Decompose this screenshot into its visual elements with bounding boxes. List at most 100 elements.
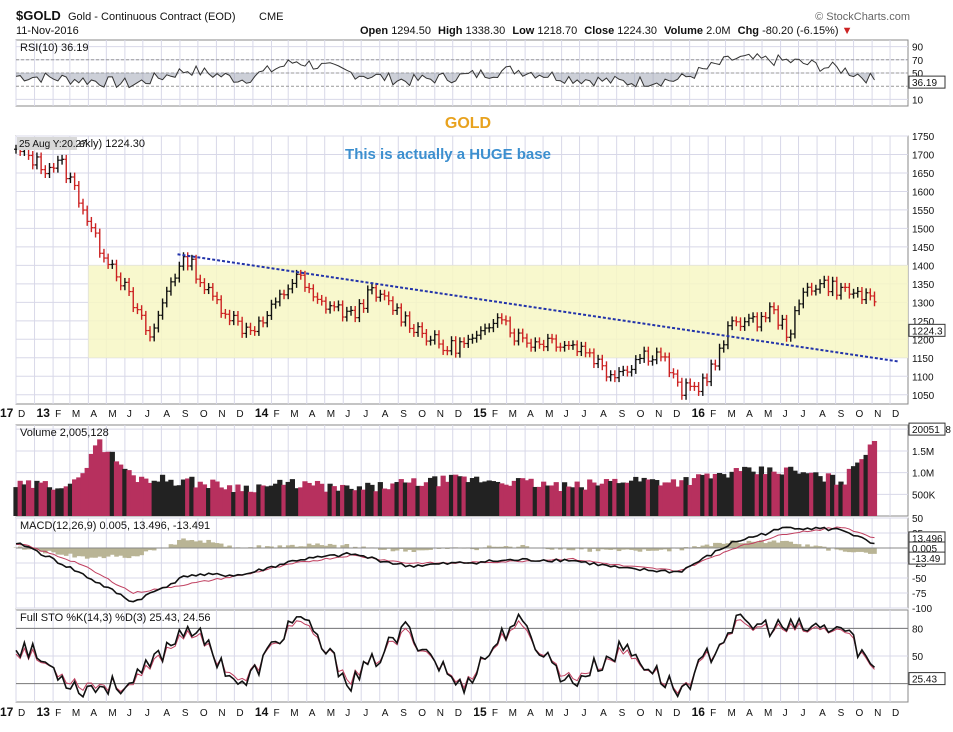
price-bar [365, 285, 370, 313]
macd-histogram-bar [620, 548, 626, 550]
price-bar [830, 276, 835, 297]
volume-bar [30, 487, 36, 516]
macd-histogram-bar [838, 548, 844, 551]
volume-bar [247, 491, 254, 516]
price-bar [122, 277, 127, 291]
volume-bar [641, 477, 647, 516]
price-bar [39, 152, 44, 175]
volume-last-box [908, 422, 946, 436]
price-bar [617, 367, 622, 383]
volume-bar [185, 478, 191, 516]
price-bar [851, 288, 856, 299]
price-tick-label: 1050 [912, 391, 935, 402]
price-bar [872, 291, 877, 307]
x-tick-label: J [582, 708, 587, 719]
volume-bar [285, 481, 291, 516]
price-bar [838, 282, 843, 300]
price-bar [328, 301, 333, 314]
x-tick-label: S [619, 409, 626, 420]
volume-bar [486, 480, 492, 516]
price-bar [436, 330, 441, 349]
volume-bar [767, 467, 773, 516]
price-bar [508, 316, 513, 338]
volume-bar [268, 485, 275, 516]
x-tick-label: J [564, 409, 569, 420]
macd-histogram-bar [17, 546, 23, 548]
macd-histogram-bar [403, 548, 408, 552]
volume-bar [51, 489, 57, 516]
price-bar [340, 300, 345, 322]
x-axis: D 13 F M A M J J A S O N D 14 F M A M J J A S O N D 15 F M A M J J A S O N D… [0, 406, 899, 420]
price-bar [97, 228, 102, 258]
x-tick-label: M [72, 708, 80, 719]
macd-histogram-bar [419, 548, 425, 551]
volume-bar [562, 482, 568, 516]
volume-bar [76, 477, 82, 516]
volume-bar [683, 477, 689, 516]
price-bar [152, 323, 157, 342]
macd-histogram-bar [788, 541, 794, 548]
macd-histogram-bar [407, 548, 412, 551]
macd-histogram-bar [826, 548, 831, 551]
price-legend-date: 25 Aug Y:20.27 [19, 139, 87, 150]
price-bar [336, 300, 341, 312]
volume-bar [340, 484, 346, 516]
macd-histogram-bar [633, 548, 639, 551]
macd-histogram-bar [264, 546, 270, 548]
price-bar [847, 282, 852, 299]
price-bar [248, 322, 253, 335]
price-bar [110, 259, 115, 269]
macd-histogram-bar [315, 543, 320, 548]
macd-histogram-bar [734, 541, 739, 548]
x-tick-label: A [746, 409, 753, 420]
x-tick-label: D [236, 708, 243, 719]
volume-bar [84, 467, 90, 516]
price-bar [679, 377, 684, 400]
x-tick-label: O [418, 409, 426, 420]
volume-bar [846, 468, 852, 516]
volume-bar [733, 468, 739, 516]
x-tick-label: D [455, 409, 462, 420]
x-tick-label: M [764, 409, 772, 420]
macd-histogram-bar [172, 544, 178, 548]
price-bar [637, 354, 642, 364]
macd-histogram-bar [101, 548, 107, 559]
x-tick-label: M [327, 708, 335, 719]
macd-last-value: -13.49 [912, 554, 941, 565]
price-bar [34, 152, 39, 170]
volume-bar [243, 485, 249, 516]
x-tick-label: D [18, 409, 25, 420]
volume-bar [226, 485, 233, 516]
x-tick-label: M [545, 708, 553, 719]
price-bar [420, 322, 425, 338]
volume-bar [440, 475, 446, 516]
macd-histogram-bar [792, 543, 798, 548]
price-bar [646, 346, 651, 366]
volume-bar [721, 474, 727, 516]
volume-bar [155, 481, 161, 516]
price-bar [608, 370, 613, 382]
volume-bar [557, 491, 564, 516]
x-tick-label: A [90, 708, 97, 719]
price-bar [612, 370, 617, 383]
price-bar [730, 316, 735, 331]
chg-value: -80.20 (-6.15%) [762, 25, 838, 37]
macd-histogram-bar [700, 545, 706, 548]
macd-histogram-bar [742, 543, 747, 548]
price-bar [792, 306, 797, 339]
price-bar [441, 339, 446, 355]
x-tick-label: N [655, 708, 662, 719]
volume-bar [105, 451, 111, 516]
macd-histogram-bar [361, 546, 366, 548]
x-tick-label: J [801, 708, 806, 719]
volume-bar [344, 485, 350, 516]
price-bar [759, 312, 764, 332]
price-bar [55, 155, 60, 173]
x-tick-label: N [437, 708, 444, 719]
price-bar [148, 326, 153, 342]
x-tick-label: O [637, 409, 645, 420]
macd-histogram-bar [311, 545, 316, 548]
volume-bar [838, 481, 844, 516]
macd-histogram-bar [754, 542, 760, 548]
